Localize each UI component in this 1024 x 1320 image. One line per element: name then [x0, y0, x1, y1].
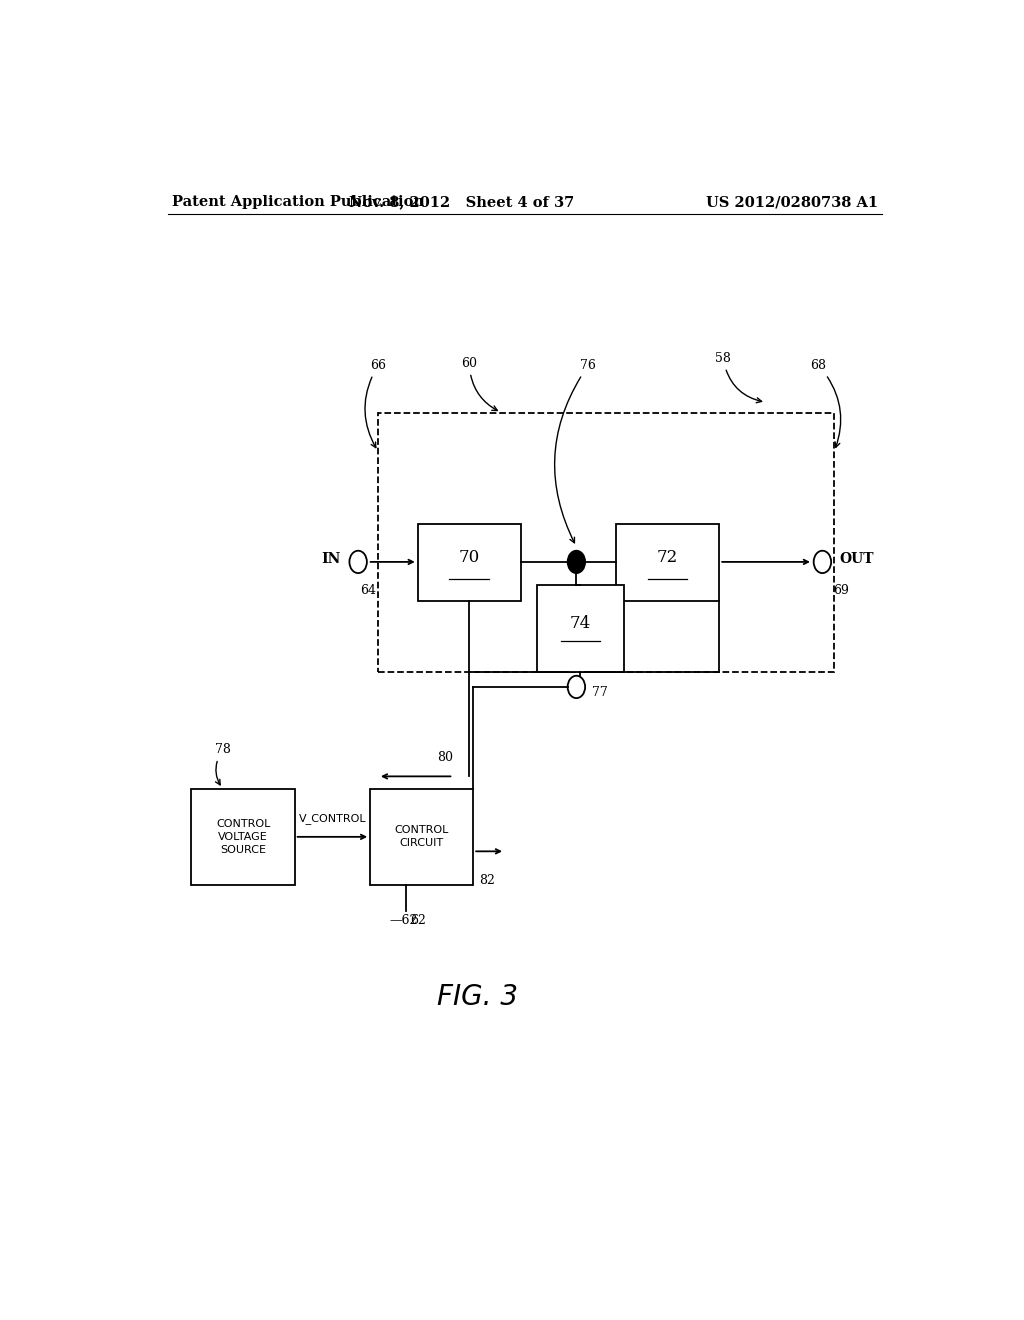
- Text: 77: 77: [592, 685, 608, 698]
- Text: 70: 70: [459, 549, 480, 566]
- Text: 62: 62: [410, 913, 426, 927]
- Text: 58: 58: [715, 351, 762, 403]
- Text: 76: 76: [555, 359, 596, 543]
- Text: 82: 82: [479, 874, 496, 887]
- Text: 74: 74: [569, 615, 591, 632]
- Circle shape: [567, 550, 585, 573]
- Text: US 2012/0280738 A1: US 2012/0280738 A1: [706, 195, 878, 209]
- Text: 80: 80: [437, 751, 454, 764]
- Text: 69: 69: [833, 585, 849, 597]
- FancyBboxPatch shape: [191, 788, 295, 886]
- Text: —62: —62: [390, 913, 418, 927]
- Text: FIG. 3: FIG. 3: [436, 983, 518, 1011]
- Text: Nov. 8, 2012   Sheet 4 of 37: Nov. 8, 2012 Sheet 4 of 37: [349, 195, 573, 209]
- Text: V_CONTROL: V_CONTROL: [299, 813, 367, 824]
- FancyBboxPatch shape: [418, 524, 521, 601]
- FancyBboxPatch shape: [616, 524, 719, 601]
- Text: CONTROL
CIRCUIT: CONTROL CIRCUIT: [394, 825, 449, 849]
- Text: 78: 78: [215, 743, 231, 785]
- Text: 60: 60: [461, 356, 498, 411]
- Text: OUT: OUT: [840, 552, 874, 566]
- Text: 66: 66: [365, 359, 386, 447]
- FancyBboxPatch shape: [370, 788, 473, 886]
- FancyBboxPatch shape: [537, 585, 624, 672]
- Text: IN: IN: [322, 552, 341, 566]
- Text: Patent Application Publication: Patent Application Publication: [172, 195, 424, 209]
- Text: 64: 64: [359, 585, 376, 597]
- Text: 68: 68: [811, 359, 841, 447]
- Text: 72: 72: [657, 549, 678, 566]
- Text: CONTROL
VOLTAGE
SOURCE: CONTROL VOLTAGE SOURCE: [216, 818, 270, 855]
